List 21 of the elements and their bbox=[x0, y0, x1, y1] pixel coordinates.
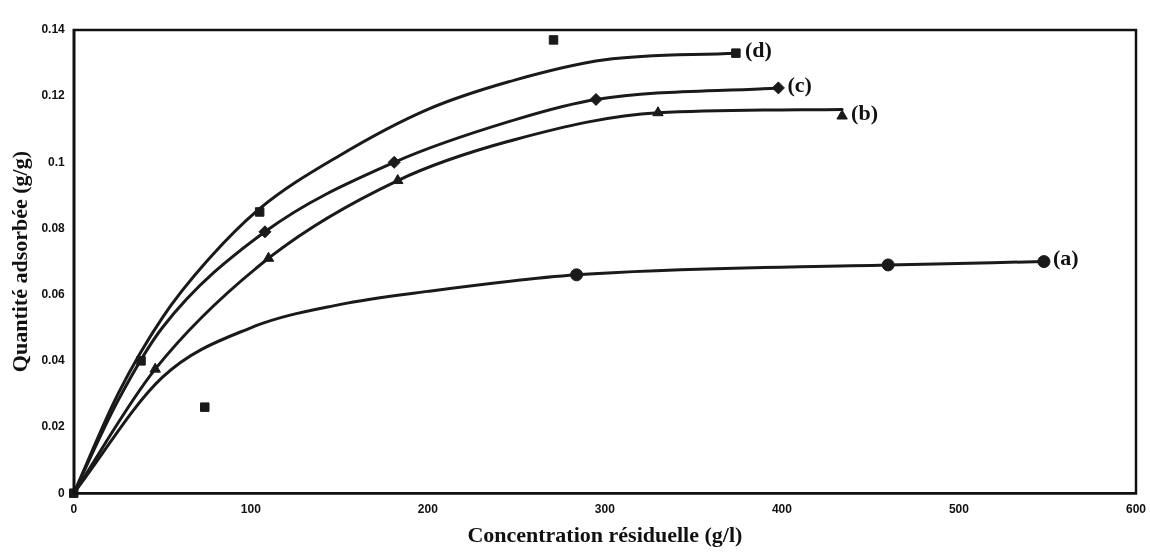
x-axis-title: Concentration résiduelle (g/l) bbox=[467, 522, 743, 548]
x-tick-label: 500 bbox=[948, 501, 970, 516]
x-tick-label: 100 bbox=[240, 501, 262, 516]
series-label: (a) bbox=[1052, 245, 1079, 271]
y-tick-label: 0.04 bbox=[41, 353, 66, 368]
x-tick-label: 600 bbox=[1125, 501, 1147, 516]
y-tick-label: 0.08 bbox=[41, 220, 66, 235]
x-tick-label: 400 bbox=[771, 501, 793, 516]
series-label: (d) bbox=[744, 36, 772, 62]
x-tick-label: 300 bbox=[594, 501, 616, 516]
y-axis-title: Quantité adsorbée (g/g) bbox=[6, 151, 32, 373]
y-tick-label: 0 bbox=[58, 485, 66, 500]
y-tick-label: 0.02 bbox=[41, 419, 66, 434]
x-tick-label: 200 bbox=[417, 501, 439, 516]
series-label: (b) bbox=[851, 99, 878, 125]
series-label: (c) bbox=[787, 71, 812, 97]
x-tick-label: 0 bbox=[70, 501, 78, 516]
y-tick-label: 0.14 bbox=[41, 22, 66, 37]
y-tick-label: 0.06 bbox=[41, 287, 66, 301]
y-tick-label: 0.12 bbox=[41, 88, 66, 103]
y-tick-label: 0.1 bbox=[48, 154, 66, 169]
